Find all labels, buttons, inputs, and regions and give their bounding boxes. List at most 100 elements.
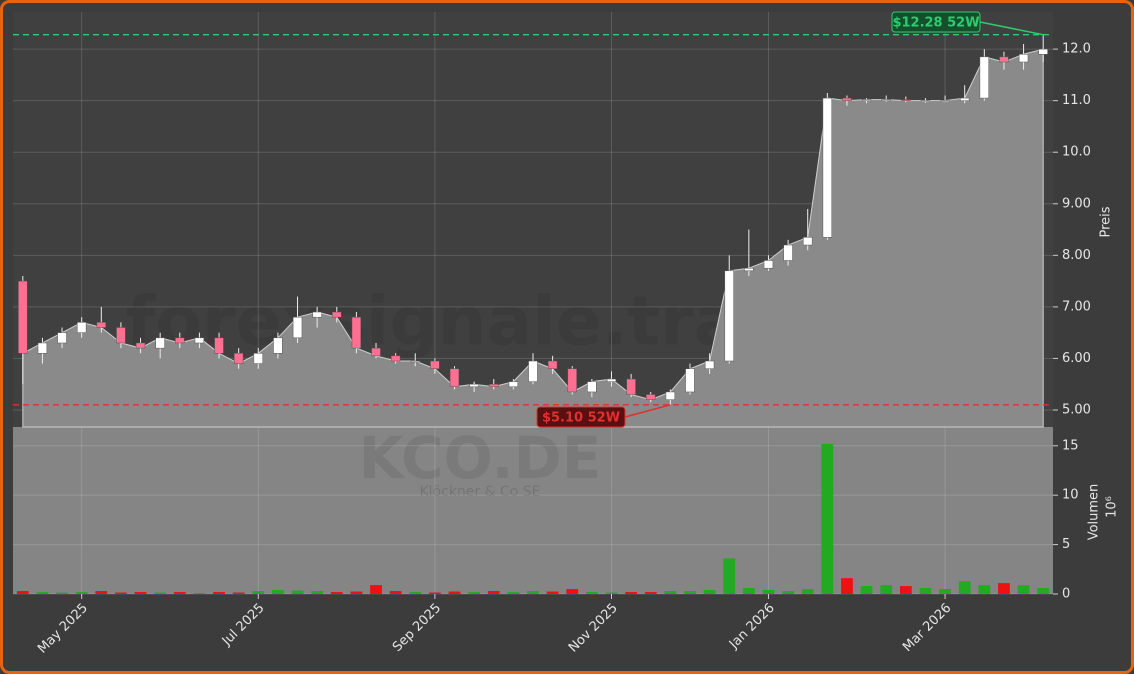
high_52w-label: $12.28 52W <box>892 16 979 31</box>
volume-bar <box>134 592 147 594</box>
candle-body <box>508 381 519 388</box>
candle-body <box>960 97 970 101</box>
candle-body <box>685 368 695 393</box>
candle-body <box>214 337 224 354</box>
candle-body <box>861 99 872 101</box>
candle-body <box>390 355 401 362</box>
volume-bar <box>16 591 29 594</box>
volume-bar <box>605 592 618 594</box>
volume-bar <box>468 592 481 594</box>
volume-bar <box>429 592 441 594</box>
volume-bar <box>56 592 68 594</box>
volume-bar <box>252 591 265 594</box>
y-tick-label: 6.00 <box>1062 351 1091 366</box>
volume-bar <box>350 591 363 594</box>
volume-bar <box>742 588 755 594</box>
volume-bar <box>291 590 304 594</box>
y-tick-label: 10.0 <box>1062 145 1091 160</box>
candle-body <box>430 360 440 369</box>
y2-tick-label: 0 <box>1062 587 1070 602</box>
volume-bar <box>154 592 167 594</box>
candle-body <box>155 337 165 349</box>
candle-body <box>979 56 989 99</box>
candle-body <box>273 337 283 354</box>
volume-bar <box>664 591 677 594</box>
candle-body <box>822 97 833 238</box>
candle-body <box>332 311 342 318</box>
volume-bar <box>919 588 932 594</box>
candle-body <box>77 322 87 333</box>
candle-body <box>489 383 499 388</box>
candle-body <box>665 391 676 400</box>
volume-bar <box>75 592 88 594</box>
candle-body <box>1018 54 1029 63</box>
volume-bar <box>782 591 794 594</box>
volume-bar <box>330 592 343 594</box>
volume-bar <box>487 591 500 594</box>
volume-bar <box>860 586 873 594</box>
candle-body <box>626 378 636 395</box>
candle-body <box>410 360 420 363</box>
candle-body <box>371 347 381 357</box>
candle-body <box>194 337 205 344</box>
volume-bar <box>1037 588 1050 594</box>
volume-bar <box>939 589 951 594</box>
candle-body <box>175 337 185 344</box>
candle-body <box>351 316 362 349</box>
candle-body <box>646 394 656 400</box>
candle-body <box>704 360 715 369</box>
volume-bar <box>880 585 893 594</box>
volume-bar <box>213 592 225 594</box>
volume-bar <box>703 590 716 594</box>
candle-body <box>312 311 322 318</box>
candle-body <box>547 360 558 369</box>
candle-body <box>783 244 793 261</box>
candle-body <box>940 100 950 102</box>
low_52w-arrow <box>624 404 671 418</box>
candle-body <box>803 237 813 246</box>
candle-body <box>37 342 48 354</box>
low_52w-box <box>536 406 626 428</box>
candle-body <box>842 97 852 101</box>
low_52w-label: $5.10 52W <box>542 411 620 426</box>
volume-bar <box>115 592 127 594</box>
candle-body <box>901 99 911 101</box>
candle-body <box>999 56 1009 63</box>
high_52w-arrow <box>979 21 1044 36</box>
volume-bar <box>821 443 834 594</box>
volume-bar <box>566 589 579 594</box>
y-tick-label: 9.00 <box>1062 196 1091 211</box>
candle-body <box>920 100 931 102</box>
y2-tick-label: 15 <box>1062 438 1079 453</box>
company-watermark: Klöckner & Co SE <box>419 484 540 500</box>
volume-bar <box>723 558 736 594</box>
candle-body <box>881 99 891 101</box>
volume-bar <box>95 591 108 594</box>
volume-bar <box>978 585 991 594</box>
volume-bar <box>585 592 598 594</box>
candle-body <box>449 368 460 388</box>
volume-bar <box>370 585 382 594</box>
volume-bar <box>527 591 539 594</box>
y-tick-label: 5.00 <box>1062 402 1091 417</box>
y-tick-label: 11.0 <box>1062 93 1091 108</box>
volume-bar <box>232 592 245 594</box>
volume-bar <box>546 591 559 594</box>
candle-body <box>233 353 244 364</box>
y2-tick-label: 10 <box>1062 488 1079 503</box>
volume-bar <box>448 591 461 594</box>
volume-bar <box>311 591 324 594</box>
candle-body <box>606 378 617 382</box>
candle-body <box>567 368 577 393</box>
candle-body <box>528 360 538 382</box>
volume-panel <box>13 427 1053 594</box>
candle-body <box>292 316 303 339</box>
candle-body <box>18 280 28 354</box>
volume-bar <box>507 592 520 594</box>
volume-bar <box>36 592 49 594</box>
candle-body <box>96 322 106 328</box>
volume-bar <box>762 590 775 594</box>
volume-bar <box>801 589 814 594</box>
y-tick-label: 7.00 <box>1062 299 1091 314</box>
